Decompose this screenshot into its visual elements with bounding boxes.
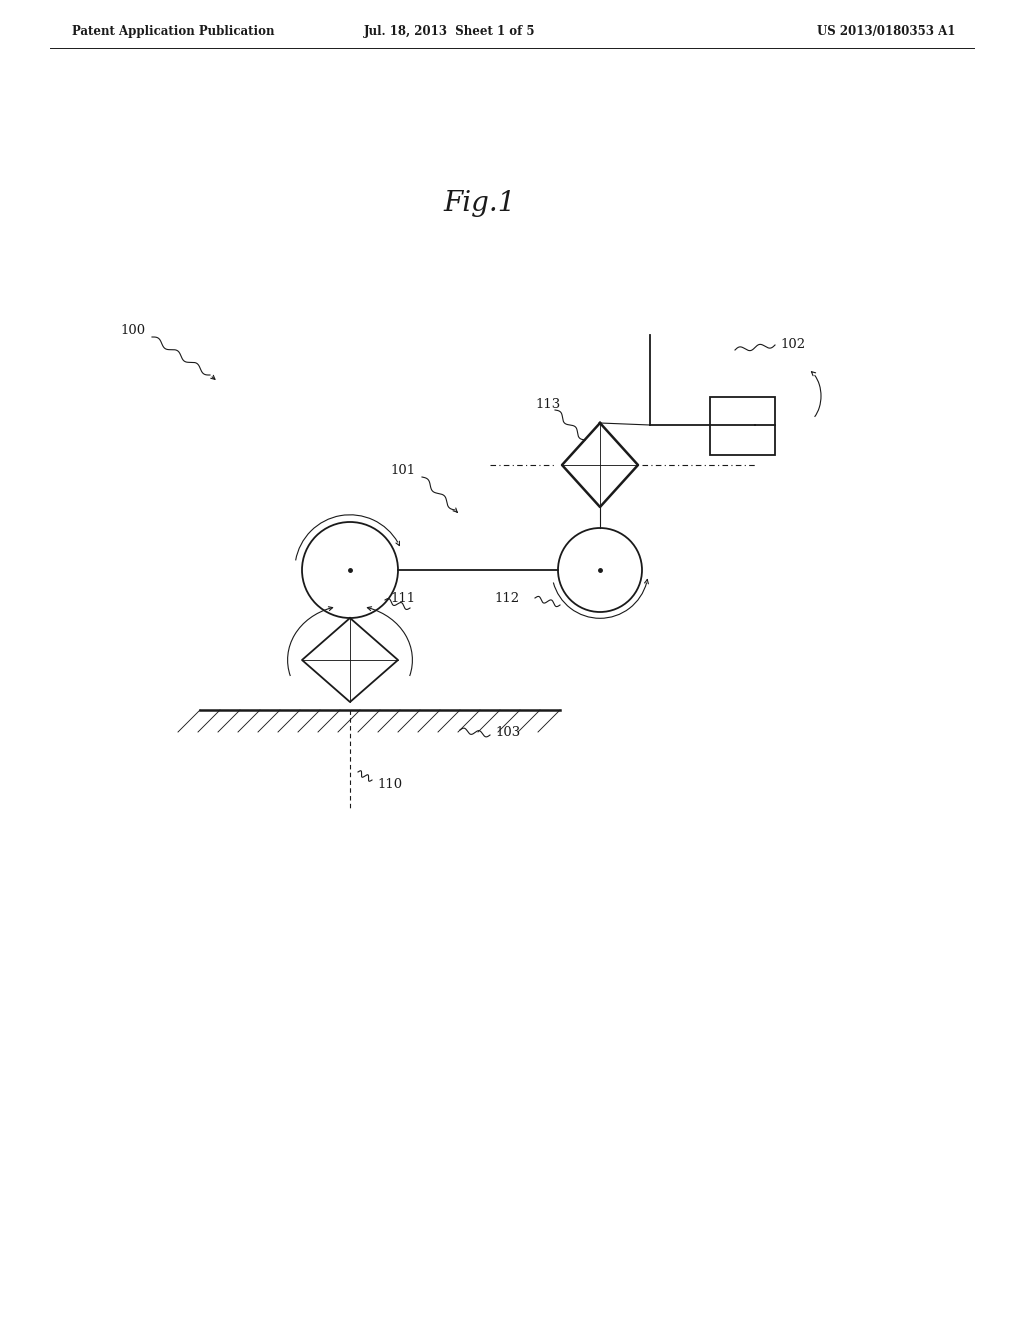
Text: Jul. 18, 2013  Sheet 1 of 5: Jul. 18, 2013 Sheet 1 of 5 (365, 25, 536, 38)
Text: 111: 111 (390, 591, 415, 605)
Text: 101: 101 (390, 463, 415, 477)
Text: 112: 112 (495, 591, 520, 605)
Text: US 2013/0180353 A1: US 2013/0180353 A1 (816, 25, 955, 38)
Text: 103: 103 (495, 726, 520, 738)
Text: 113: 113 (535, 399, 560, 412)
Text: Patent Application Publication: Patent Application Publication (72, 25, 274, 38)
Bar (710, 397, 775, 455)
Text: 102: 102 (780, 338, 805, 351)
Text: 100: 100 (120, 323, 145, 337)
Text: Fig.1: Fig.1 (443, 190, 516, 216)
Text: 110: 110 (377, 779, 402, 792)
